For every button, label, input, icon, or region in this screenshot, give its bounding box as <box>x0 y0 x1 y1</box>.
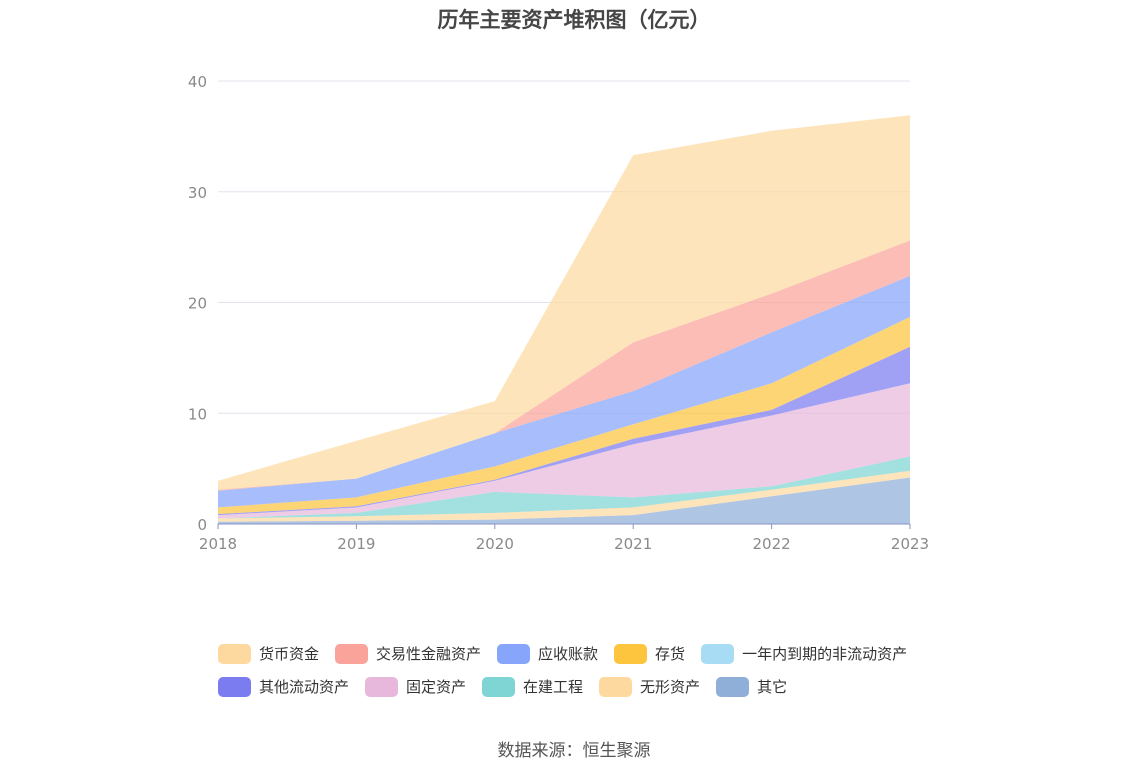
area-series-0 <box>218 477 910 524</box>
legend-label: 应收账款 <box>538 645 599 663</box>
data-source-note: 数据来源：恒生聚源 <box>497 741 651 761</box>
y-tick-label: 30 <box>188 184 207 202</box>
chart-title: 历年主要资产堆积图（亿元） <box>437 8 711 32</box>
legend-swatch <box>218 676 251 697</box>
legend-swatch <box>716 676 750 697</box>
area-series-2 <box>218 456 910 519</box>
chart-legend: 货币资金 交易性金融资产 应收账款 存货 一年内到期的非流动资产其他流动资产 固定资产 在建… <box>218 637 958 703</box>
legend-row: 货币资金 交易性金融资产 应收账款 存货 一年内到期的非流动资产 <box>218 637 958 670</box>
legend-swatch <box>497 643 531 664</box>
legend-label: 固定资产 <box>406 678 467 696</box>
legend-item[interactable]: 货币资金 <box>218 643 319 664</box>
legend-label: 货币资金 <box>259 645 320 663</box>
x-tick-label: 2019 <box>337 535 375 553</box>
legend-swatch <box>335 643 369 664</box>
axes: 2018 2019 2020 2021 2022 2023 <box>199 523 929 553</box>
y-tick-label: 10 <box>188 405 207 423</box>
area-series <box>218 115 910 524</box>
area-series-1 <box>218 470 910 522</box>
y-tick-label: 40 <box>188 73 207 91</box>
legend-swatch <box>218 643 251 664</box>
legend-item[interactable]: 在建工程 <box>482 676 583 697</box>
legend-label: 无形资产 <box>640 678 701 696</box>
x-tick-label: 2020 <box>476 535 514 553</box>
y-tick-label: 20 <box>188 295 207 313</box>
y-tick-label: 0 <box>197 516 207 534</box>
area-series-3 <box>218 383 910 519</box>
legend-row: 其他流动资产 固定资产 在建工程 无形资产 其它 <box>218 670 958 703</box>
legend-item[interactable]: 固定资产 <box>365 676 466 697</box>
legend-swatch <box>599 676 633 697</box>
legend-swatch <box>614 643 648 664</box>
legend-swatch <box>701 643 735 664</box>
legend-item[interactable]: 一年内到期的非流动资产 <box>701 643 907 664</box>
legend-swatch <box>365 676 399 697</box>
legend-item[interactable]: 其他流动资产 <box>218 676 349 697</box>
legend-label: 一年内到期的非流动资产 <box>742 645 908 663</box>
legend-item[interactable]: 无形资产 <box>599 676 700 697</box>
legend-item[interactable]: 其它 <box>716 676 787 697</box>
legend-label: 在建工程 <box>523 678 584 696</box>
legend-label: 其它 <box>757 678 788 696</box>
legend-label: 存货 <box>655 645 686 663</box>
legend-label: 交易性金融资产 <box>376 645 482 663</box>
legend-label: 其他流动资产 <box>259 678 350 696</box>
x-tick-label: 2022 <box>753 535 791 553</box>
legend-item[interactable]: 存货 <box>614 643 685 664</box>
legend-swatch <box>482 676 516 697</box>
x-tick-label: 2018 <box>199 535 237 553</box>
stacked-area-chart: 0 10 20 30 40 2018 2019 2020 2021 2022 2023 <box>188 73 929 553</box>
legend-item[interactable]: 应收账款 <box>497 643 598 664</box>
x-tick-label: 2021 <box>614 535 652 553</box>
area-series-9 <box>218 115 910 490</box>
x-tick-label: 2023 <box>891 535 929 553</box>
grid-lines: 0 10 20 30 40 <box>188 73 910 534</box>
legend-item[interactable]: 交易性金融资产 <box>335 643 481 664</box>
